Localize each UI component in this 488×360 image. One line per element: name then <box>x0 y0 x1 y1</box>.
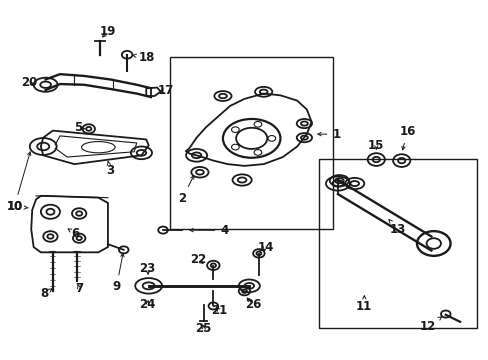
Text: 10: 10 <box>6 152 31 213</box>
Text: 12: 12 <box>419 317 441 333</box>
Text: 1: 1 <box>317 128 340 141</box>
Text: 4: 4 <box>189 224 228 237</box>
Text: 13: 13 <box>388 220 405 236</box>
Text: 7: 7 <box>75 282 83 295</box>
Text: 20: 20 <box>20 76 37 90</box>
Text: 16: 16 <box>398 125 415 150</box>
Text: 23: 23 <box>139 262 156 275</box>
Text: 15: 15 <box>367 139 384 152</box>
Text: 6: 6 <box>68 227 80 240</box>
Text: 22: 22 <box>189 253 206 266</box>
Bar <box>318 159 476 328</box>
Text: 21: 21 <box>210 304 227 317</box>
Text: 24: 24 <box>139 298 156 311</box>
Text: 18: 18 <box>132 51 155 64</box>
Text: 26: 26 <box>244 298 261 311</box>
Text: 3: 3 <box>106 161 114 177</box>
Text: 11: 11 <box>355 296 372 313</box>
Text: 19: 19 <box>100 25 116 38</box>
Text: 10: 10 <box>6 200 28 213</box>
Text: 5: 5 <box>74 121 84 134</box>
Text: 25: 25 <box>195 323 211 336</box>
Text: 14: 14 <box>257 240 274 253</box>
Text: 2: 2 <box>178 176 193 205</box>
Text: 8: 8 <box>41 287 52 300</box>
Text: 17: 17 <box>157 84 173 97</box>
Text: 9: 9 <box>112 253 124 293</box>
Bar <box>170 57 332 229</box>
